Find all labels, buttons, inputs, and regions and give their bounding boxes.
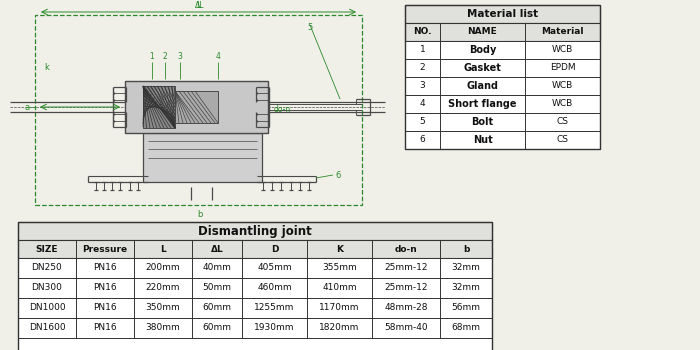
Bar — [143, 133, 262, 182]
Text: 56mm: 56mm — [452, 303, 480, 313]
Bar — [143, 86, 175, 128]
Bar — [175, 91, 218, 123]
Text: EPDM: EPDM — [550, 63, 575, 72]
Text: CS: CS — [556, 135, 568, 145]
Text: Body: Body — [469, 45, 496, 55]
Bar — [405, 41, 600, 59]
Text: 410mm: 410mm — [322, 284, 357, 293]
Bar — [405, 5, 600, 149]
Text: Nut: Nut — [473, 135, 492, 145]
Text: Gland: Gland — [466, 81, 498, 91]
Text: WCB: WCB — [552, 82, 573, 91]
Text: 220mm: 220mm — [146, 284, 181, 293]
Text: K: K — [336, 245, 343, 253]
Text: 2: 2 — [420, 63, 426, 72]
Text: 50mm: 50mm — [202, 284, 232, 293]
Bar — [405, 59, 600, 77]
Text: 4: 4 — [420, 99, 426, 108]
Text: 68mm: 68mm — [452, 323, 480, 332]
Text: 405mm: 405mm — [257, 264, 292, 273]
Text: NO.: NO. — [413, 28, 432, 36]
Text: k: k — [45, 63, 50, 72]
Text: 200mm: 200mm — [146, 264, 181, 273]
Text: 4: 4 — [216, 52, 220, 61]
Bar — [18, 222, 492, 350]
Text: 1930mm: 1930mm — [254, 323, 295, 332]
Text: DN1000: DN1000 — [29, 303, 65, 313]
Text: 6: 6 — [335, 170, 340, 180]
Text: 350mm: 350mm — [146, 303, 181, 313]
Text: 40mm: 40mm — [202, 264, 232, 273]
Text: 1: 1 — [150, 52, 155, 61]
Text: 460mm: 460mm — [257, 284, 292, 293]
Text: 3: 3 — [178, 52, 183, 61]
Text: 5: 5 — [419, 118, 426, 126]
Text: b: b — [197, 210, 203, 219]
Text: Short flange: Short flange — [448, 99, 517, 109]
Text: 1170mm: 1170mm — [319, 303, 360, 313]
Bar — [405, 113, 600, 131]
Bar — [405, 77, 600, 95]
Bar — [18, 240, 492, 258]
Bar — [18, 298, 492, 318]
Text: ΔL: ΔL — [211, 245, 223, 253]
Text: 1255mm: 1255mm — [254, 303, 295, 313]
Text: PN16: PN16 — [93, 303, 117, 313]
Text: 25mm-12: 25mm-12 — [384, 264, 428, 273]
Bar — [405, 23, 600, 41]
Text: do-n: do-n — [395, 245, 417, 253]
Text: SIZE: SIZE — [36, 245, 58, 253]
Text: 380mm: 380mm — [146, 323, 181, 332]
Text: PN16: PN16 — [93, 264, 117, 273]
Text: 355mm: 355mm — [322, 264, 357, 273]
Text: a: a — [25, 103, 29, 112]
Text: 32mm: 32mm — [452, 284, 480, 293]
Text: Dismantling joint: Dismantling joint — [198, 224, 312, 238]
Bar — [18, 318, 492, 338]
Text: Pressure: Pressure — [83, 245, 127, 253]
Text: ΔL: ΔL — [195, 1, 204, 10]
Bar — [18, 258, 492, 278]
Bar — [18, 222, 492, 240]
Text: CS: CS — [556, 118, 568, 126]
Text: PN16: PN16 — [93, 323, 117, 332]
Text: do-n: do-n — [274, 105, 291, 113]
Text: DN250: DN250 — [32, 264, 62, 273]
Text: DN1600: DN1600 — [29, 323, 65, 332]
Text: L: L — [160, 245, 166, 253]
Text: 6: 6 — [419, 135, 426, 145]
Text: 60mm: 60mm — [202, 303, 232, 313]
Text: D: D — [271, 245, 279, 253]
Text: 5: 5 — [307, 23, 313, 32]
Text: PN16: PN16 — [93, 284, 117, 293]
Text: Gasket: Gasket — [463, 63, 501, 73]
Text: Material list: Material list — [467, 9, 538, 19]
Text: 25mm-12: 25mm-12 — [384, 284, 428, 293]
Bar — [125, 81, 268, 133]
Bar — [405, 131, 600, 149]
Bar — [18, 278, 492, 298]
Text: L: L — [196, 1, 200, 10]
Text: WCB: WCB — [552, 99, 573, 108]
Text: 1820mm: 1820mm — [319, 323, 360, 332]
Text: b: b — [463, 245, 469, 253]
Bar — [18, 338, 492, 350]
Text: 2: 2 — [162, 52, 167, 61]
Text: 3: 3 — [419, 82, 426, 91]
Text: 32mm: 32mm — [452, 264, 480, 273]
Text: NAME: NAME — [468, 28, 498, 36]
Bar — [405, 5, 600, 23]
Text: Material: Material — [541, 28, 584, 36]
Text: DN300: DN300 — [32, 284, 62, 293]
Text: 60mm: 60mm — [202, 323, 232, 332]
Text: WCB: WCB — [552, 46, 573, 55]
Text: 48mm-28: 48mm-28 — [384, 303, 428, 313]
Text: 1: 1 — [419, 46, 426, 55]
Text: Bolt: Bolt — [471, 117, 493, 127]
Bar — [405, 95, 600, 113]
Text: 58mm-40: 58mm-40 — [384, 323, 428, 332]
